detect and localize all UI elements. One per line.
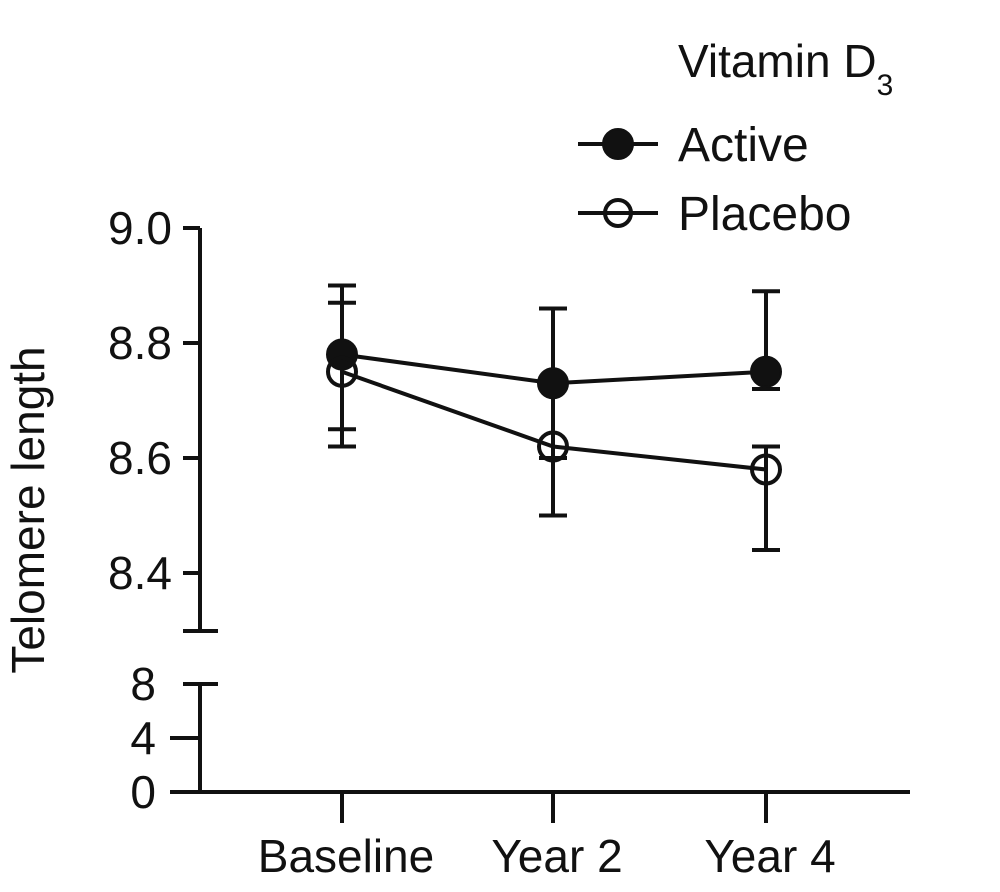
y-tick-label: 9.0 <box>108 202 172 254</box>
legend-label: Active <box>678 119 809 172</box>
y-tick-label: 8 <box>130 658 156 710</box>
y-tick-label: 8.6 <box>108 432 172 484</box>
legend-open-circle-icon <box>603 198 633 228</box>
data-point <box>750 355 782 388</box>
legend: Vitamin D3 Active Placebo <box>578 35 893 241</box>
data-marks <box>326 283 782 552</box>
y-tick-label: 8.8 <box>108 317 172 369</box>
data-point <box>750 453 782 486</box>
series-line <box>341 369 767 472</box>
legend-title: Vitamin D3 <box>678 35 893 102</box>
y-axis-label: Telomere length <box>2 346 54 673</box>
data-point <box>537 430 569 463</box>
legend-filled-circle-icon <box>602 128 634 160</box>
axes: 9.0 8.8 8.6 8.4 840 Baseline Year 2 Year 4 <box>108 202 910 882</box>
data-point <box>326 355 358 388</box>
series-placebo <box>326 300 782 552</box>
y-tick-label: 0 <box>130 766 156 818</box>
x-tick-label: Year 4 <box>704 830 835 882</box>
x-tick-label: Baseline <box>258 830 434 882</box>
y-tick-label: 8.4 <box>108 547 172 599</box>
legend-label: Placebo <box>678 188 851 241</box>
y-tick-label: 4 <box>130 712 156 764</box>
x-tick-label: Year 2 <box>491 830 622 882</box>
